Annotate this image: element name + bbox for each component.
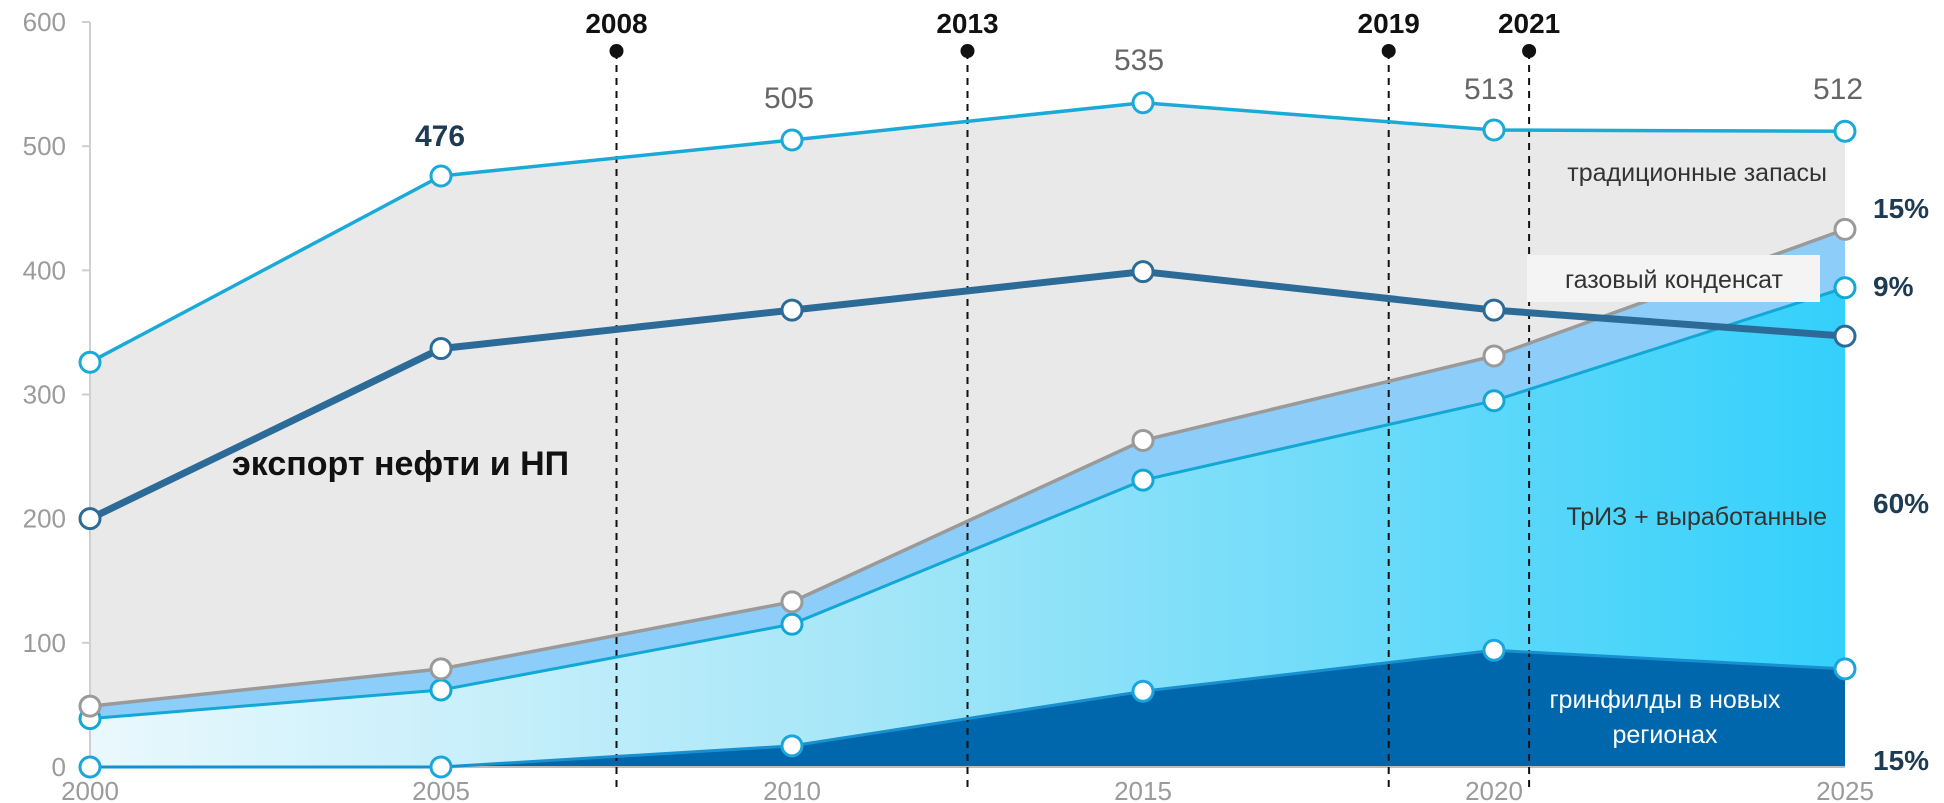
series-points bbox=[78, 91, 1857, 779]
area-greenfield bbox=[90, 650, 1845, 767]
y-tick-label: 600 bbox=[23, 7, 66, 37]
share-label-greenfield: 15% bbox=[1873, 745, 1929, 776]
x-tick-label: 2015 bbox=[1114, 776, 1172, 803]
area-triz bbox=[90, 287, 1845, 767]
share-label-condensate: 9% bbox=[1873, 271, 1914, 302]
point-export-2000 bbox=[78, 507, 102, 531]
point-export-2015 bbox=[1131, 260, 1155, 284]
point-triz-2010 bbox=[780, 612, 804, 636]
line-condensate bbox=[89, 227, 1846, 708]
y-tick-label: 500 bbox=[23, 131, 66, 161]
series-lines bbox=[88, 100, 1846, 769]
value-label-2005: 476 bbox=[415, 120, 465, 153]
y-tick-label: 100 bbox=[23, 628, 66, 658]
point-export-2005 bbox=[429, 337, 453, 361]
point-greenfield-2020 bbox=[1482, 638, 1506, 662]
y-tick-label: 400 bbox=[23, 255, 66, 285]
point-greenfield-2015 bbox=[1131, 679, 1155, 703]
point-traditional-2015 bbox=[1131, 91, 1155, 115]
event-dot-2013 bbox=[960, 44, 975, 58]
event-label-2021: 2021 bbox=[1498, 8, 1560, 39]
condensate-label-box bbox=[1527, 255, 1820, 302]
share-label-traditional: 15% bbox=[1873, 193, 1929, 224]
event-label-2013: 2013 bbox=[936, 8, 998, 39]
area-label-traditional: традиционные запасы bbox=[1567, 159, 1827, 187]
event-dot-2021 bbox=[1522, 44, 1537, 58]
value-label-2020: 513 bbox=[1464, 73, 1514, 106]
y-tick-label: 0 bbox=[52, 752, 66, 782]
point-export-2020 bbox=[1482, 298, 1506, 322]
point-greenfield-2000 bbox=[78, 755, 102, 779]
event-lines: 2008 2013 2019 2021 bbox=[585, 8, 1560, 790]
point-triz-2015 bbox=[1131, 468, 1155, 492]
event-label-2019: 2019 bbox=[1358, 8, 1420, 39]
point-greenfield-2010 bbox=[780, 734, 804, 758]
export-label: экспорт нефти и НП bbox=[232, 445, 569, 483]
point-traditional-2025 bbox=[1833, 119, 1857, 143]
y-tick-label: 200 bbox=[23, 504, 66, 534]
point-condensate-2025 bbox=[1833, 217, 1857, 241]
point-traditional-2005 bbox=[429, 164, 453, 188]
area-label-condensate: газовый конденсат bbox=[1565, 266, 1784, 294]
y-tick-label: 300 bbox=[23, 380, 66, 410]
point-export-2025 bbox=[1833, 324, 1857, 348]
event-dot-2019 bbox=[1381, 44, 1396, 58]
point-traditional-2000 bbox=[78, 350, 102, 374]
point-condensate-2000 bbox=[78, 694, 102, 718]
x-tick-label: 2020 bbox=[1465, 776, 1523, 803]
area-label-greenfield-2: регионах bbox=[1612, 721, 1718, 749]
point-condensate-2020 bbox=[1482, 344, 1506, 368]
point-greenfield-2025 bbox=[1833, 657, 1857, 681]
value-label-2025: 512 bbox=[1813, 73, 1863, 106]
point-triz-2005 bbox=[429, 678, 453, 702]
point-condensate-2015 bbox=[1131, 428, 1155, 452]
line-greenfield bbox=[90, 648, 1846, 769]
x-tick-label: 2005 bbox=[412, 776, 470, 803]
x-tick-label: 2000 bbox=[61, 776, 119, 803]
share-label-triz: 60% bbox=[1873, 488, 1929, 519]
value-label-2015: 535 bbox=[1114, 44, 1164, 77]
point-condensate-2010 bbox=[780, 590, 804, 614]
point-traditional-2020 bbox=[1482, 118, 1506, 142]
labels: 476 505 535 513 512 традиционные запасы … bbox=[232, 44, 1929, 776]
point-greenfield-2005 bbox=[429, 755, 453, 779]
line-traditional bbox=[89, 100, 1846, 364]
line-export bbox=[88, 268, 1846, 522]
point-condensate-2005 bbox=[429, 657, 453, 681]
event-dot-2008 bbox=[609, 44, 624, 58]
value-label-2010: 505 bbox=[764, 82, 814, 115]
point-triz-2020 bbox=[1482, 389, 1506, 413]
x-tick-label: 2010 bbox=[763, 776, 821, 803]
line-triz bbox=[89, 286, 1846, 721]
point-export-2010 bbox=[780, 298, 804, 322]
event-label-2008: 2008 bbox=[585, 8, 647, 39]
area-label-triz: ТрИЗ + выработанные bbox=[1566, 503, 1827, 531]
point-traditional-2010 bbox=[780, 128, 804, 152]
point-triz-2025 bbox=[1833, 276, 1857, 300]
area-label-greenfield-1: гринфилды в новых bbox=[1549, 686, 1781, 714]
x-tick-label: 2025 bbox=[1816, 776, 1874, 803]
